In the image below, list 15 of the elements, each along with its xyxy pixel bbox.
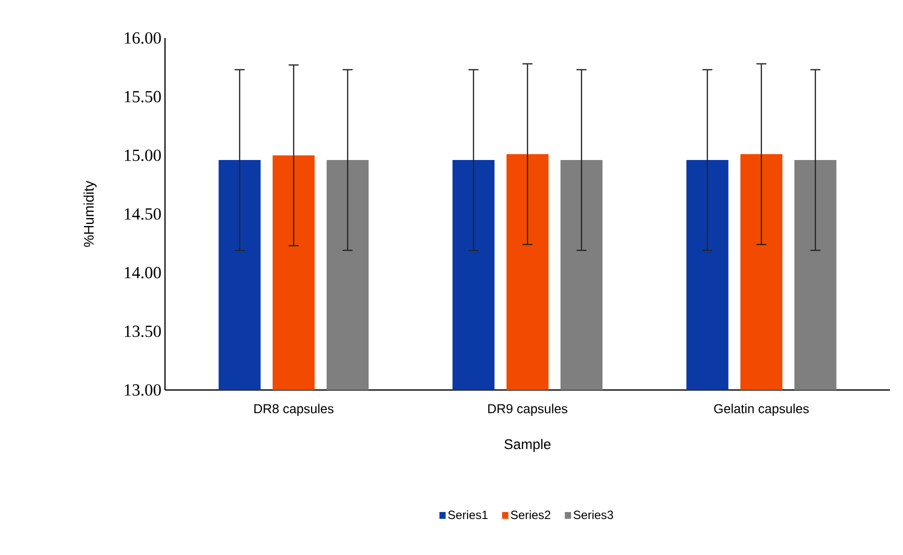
y-tick-label: 14.50 — [124, 208, 161, 220]
x-tick-label: DR8 capsules — [254, 404, 334, 416]
x-axis-title: Sample — [504, 438, 551, 452]
legend-label: Series3 — [574, 510, 614, 520]
y-axis-title: %Humidity — [84, 180, 97, 247]
y-tick-label: 16.00 — [124, 32, 161, 44]
legend-label: Series2 — [510, 510, 550, 520]
y-tick-label: 13.50 — [124, 326, 161, 338]
y-tick-label: 15.50 — [124, 90, 161, 102]
x-tick-label: Gelatin capsules — [714, 404, 809, 416]
y-tick-label: 13.00 — [124, 384, 161, 396]
legend-label: Series1 — [448, 510, 488, 520]
x-tick-label: DR9 capsules — [488, 404, 568, 416]
y-tick-label: 14.00 — [124, 266, 161, 278]
y-tick-label: 15.00 — [124, 150, 161, 162]
